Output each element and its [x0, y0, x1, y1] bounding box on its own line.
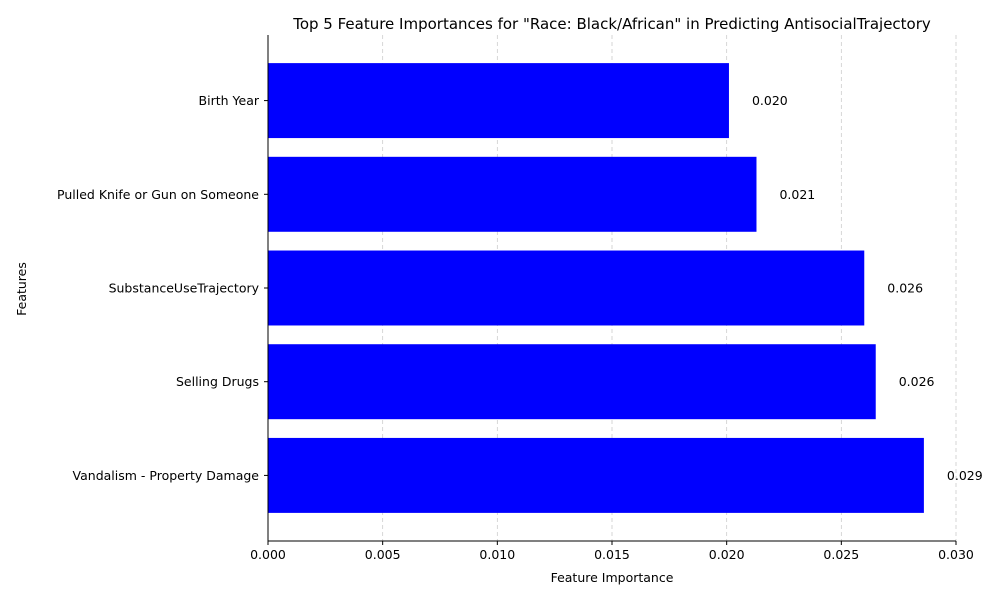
bars — [268, 63, 924, 513]
x-tick-label: 0.010 — [479, 547, 515, 562]
y-axis-label: Features — [14, 262, 29, 316]
data-label: 0.026 — [887, 281, 923, 296]
axes: 0.000 0.005 0.010 0.015 0.020 0.025 0.030 Vanda… — [57, 35, 974, 562]
x-tick-label: 0.030 — [938, 547, 974, 562]
x-tick-label: 0.005 — [365, 547, 401, 562]
bar — [268, 63, 729, 139]
x-tick-label: 0.020 — [709, 547, 745, 562]
x-axis-label: Feature Importance — [551, 570, 674, 585]
data-label: 0.021 — [779, 187, 815, 202]
y-tick-label: Birth Year — [199, 93, 260, 108]
x-tick-label: 0.015 — [594, 547, 630, 562]
bar — [268, 437, 924, 513]
chart-title: Top 5 Feature Importances for "Race: Bla… — [292, 15, 931, 33]
x-tick-label: 0.000 — [250, 547, 286, 562]
data-label: 0.026 — [899, 374, 935, 389]
y-tick-label: Pulled Knife or Gun on Someone — [57, 187, 259, 202]
bar — [268, 344, 876, 420]
data-labels: 0.029 0.026 0.026 0.021 0.020 — [752, 93, 983, 483]
y-tick-label: Selling Drugs — [176, 374, 259, 389]
y-tick-label: Vandalism - Property Damage — [73, 468, 260, 483]
bar — [268, 250, 865, 326]
x-tick-label: 0.025 — [823, 547, 859, 562]
data-label: 0.029 — [947, 468, 983, 483]
data-label: 0.020 — [752, 93, 788, 108]
bar — [268, 156, 757, 232]
y-tick-label: SubstanceUseTrajectory — [109, 281, 260, 296]
